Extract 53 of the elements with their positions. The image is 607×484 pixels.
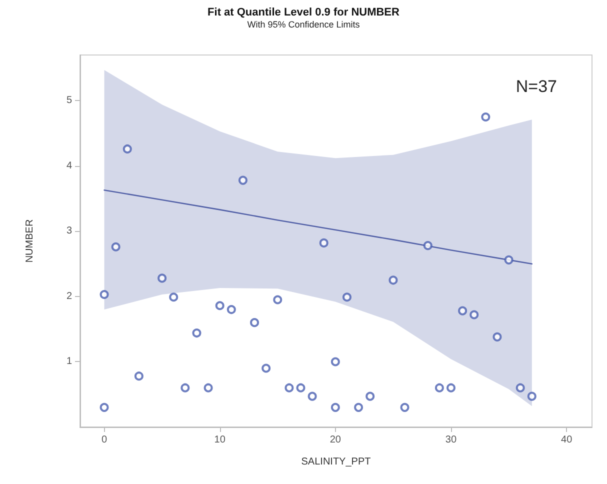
x-tick-label: 30 [445, 434, 457, 446]
point [388, 276, 398, 285]
point [169, 292, 178, 302]
point [111, 242, 120, 252]
point [481, 112, 490, 122]
y-tick-label: 3 [66, 226, 72, 237]
y-tick-label: 1 [66, 356, 72, 368]
x-tick-label: 10 [214, 434, 226, 446]
point [158, 274, 167, 283]
point [330, 357, 340, 366]
line-series [104, 189, 533, 264]
point [100, 402, 109, 412]
point [215, 301, 224, 310]
chart-subtitle: With 95% Confidence Limits [247, 20, 360, 30]
y-tick-label: 2 [66, 290, 72, 302]
point [354, 402, 364, 412]
point [330, 402, 340, 412]
point [423, 241, 432, 250]
x-axis-title: SALINITY_PPT [301, 456, 371, 468]
point [238, 176, 248, 185]
x-tick-label: 0 [101, 434, 108, 446]
point [296, 383, 306, 392]
point [446, 383, 456, 392]
point [192, 328, 202, 338]
point [400, 402, 410, 412]
point [319, 238, 328, 248]
point [434, 383, 444, 392]
annotation: N=37 [516, 77, 558, 96]
point [262, 364, 271, 373]
point [458, 306, 468, 316]
point [273, 295, 282, 304]
point [527, 392, 536, 401]
y-tick-label: 4 [66, 160, 72, 172]
y-tick-label: 5 [66, 95, 72, 106]
point [250, 318, 260, 328]
point [284, 383, 294, 392]
x-tick-label: 20 [330, 434, 342, 446]
point [470, 310, 479, 320]
y-axis-title: NUMBER [24, 219, 36, 263]
point [342, 292, 352, 302]
point [134, 372, 144, 381]
point [180, 383, 190, 392]
point [226, 305, 236, 314]
point [204, 383, 213, 392]
point [100, 290, 109, 300]
point [308, 392, 317, 401]
point [122, 144, 132, 154]
chart-title: Fit at Quantile Level 0.9 for NUMBER [208, 6, 400, 18]
point [516, 383, 525, 392]
point [492, 332, 502, 342]
x-tick-label: 40 [561, 434, 573, 446]
point [366, 392, 375, 401]
point [504, 255, 514, 264]
